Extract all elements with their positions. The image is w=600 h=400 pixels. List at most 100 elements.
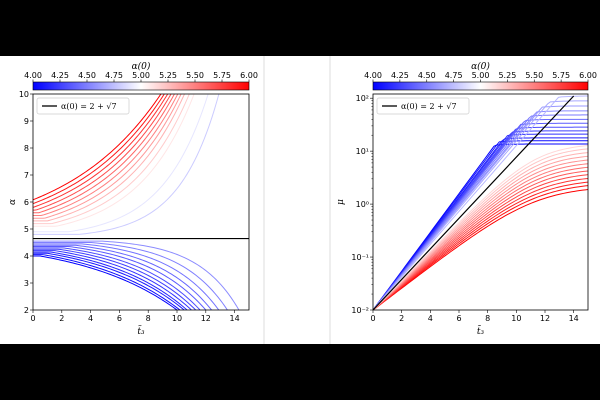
x-tick-label: 8: [146, 314, 151, 323]
series-line-upper: [33, 94, 195, 227]
series-line-lower: [33, 244, 212, 310]
x-tick-label: 2: [399, 314, 404, 323]
series-line-lower: [33, 250, 192, 310]
x-tick-label: 12: [201, 314, 211, 323]
x-tick-label: 6: [456, 314, 461, 323]
x-tick-label: 6: [117, 314, 122, 323]
series-line-lower: [33, 251, 188, 310]
series-line-red: [373, 145, 588, 310]
colorbar-tick-label: 5.75: [213, 71, 231, 80]
y-tick-label: 5: [24, 225, 29, 234]
legend-box: [376, 97, 470, 115]
colorbar: [32, 81, 250, 91]
y-tick-label: 8: [24, 144, 29, 153]
y-tick-label: 9: [24, 117, 29, 126]
series-line-red: [373, 148, 588, 310]
series-line-red: [373, 185, 588, 310]
series-line-red: [373, 174, 588, 310]
series-line-upper: [33, 94, 172, 211]
series-line-lower: [33, 252, 185, 310]
colorbar-tick-label: 5.50: [525, 71, 543, 80]
right-chart: α(0) 4.00 4.25 4.50 4.75 5.00 5.25 5.50 5.75 6.00…: [336, 61, 597, 337]
y-tick-label: 3: [24, 279, 29, 288]
colorbar-tick-label: 5.25: [498, 71, 516, 80]
series-line-upper: [33, 94, 186, 222]
series-group: [373, 95, 588, 310]
series-line-upper: [33, 94, 201, 230]
colorbar-label: α(0): [132, 61, 151, 72]
series-line-lower: [33, 240, 240, 310]
y-tick-label: 10: [19, 90, 29, 99]
colorbar-tick-label: 6.00: [240, 71, 258, 80]
series-line-lower: [33, 246, 207, 310]
y-tick-label: 10¹: [356, 147, 369, 156]
y-axis-label: α: [8, 199, 18, 205]
x-tick-label: 0: [30, 314, 35, 323]
x-axis-label: t̃₃: [477, 324, 485, 337]
series-line-upper: [33, 94, 182, 219]
series-line-red: [373, 189, 588, 310]
x-tick-label: 10: [172, 314, 182, 323]
x-axis-label: t̃₃: [137, 324, 145, 337]
series-line-blue: [373, 100, 588, 310]
colorbar-tick-label: 4.00: [24, 71, 42, 80]
y-tick-label: 4: [24, 252, 29, 261]
colorbar-tick-label: 5.75: [552, 71, 570, 80]
y-tick-label: 6: [24, 198, 29, 207]
legend-label: α(0) = 2 + √7: [401, 102, 457, 111]
colorbar-tick-label: 4.25: [391, 71, 409, 80]
series-line-red: [373, 155, 588, 310]
x-tick-label: 12: [540, 314, 550, 323]
series-line-upper: [33, 94, 209, 233]
series-line-red: [373, 163, 588, 310]
legend-label: α(0) = 2 + √7: [61, 102, 117, 111]
y-tick-label: 10⁻¹: [351, 253, 369, 262]
x-tick-label: 2: [59, 314, 64, 323]
colorbar-tick-label: 5.25: [159, 71, 177, 80]
left-chart: α(0) 4.00 4.25 4.50 4.75 5.00 5.25 5.50 5.75 6.00…: [8, 61, 258, 337]
y-tick-label: 7: [24, 171, 29, 180]
colorbar-tick-label: 4.25: [51, 71, 69, 80]
series-line-red: [373, 166, 588, 310]
figure: α(0) 4.00 4.25 4.50 4.75 5.00 5.25 5.50 5.75 6.00…: [8, 56, 597, 344]
series-line-lower: [33, 243, 220, 310]
reference-line: [373, 95, 575, 310]
series-line-upper: [33, 94, 179, 216]
y-tick-label: 2: [24, 306, 29, 315]
figure-canvas: α(0) 4.00 4.25 4.50 4.75 5.00 5.25 5.50 5.75 6.00…: [0, 56, 600, 344]
x-tick-label: 4: [428, 314, 433, 323]
x-tick-label: 14: [230, 314, 240, 323]
series-line-red: [373, 152, 588, 310]
colorbar-label: α(0): [471, 61, 490, 72]
x-tick-label: 8: [485, 314, 490, 323]
colorbar: [372, 81, 589, 91]
series-line-upper: [33, 94, 220, 235]
series-line-red: [373, 159, 588, 310]
legend-box: [36, 97, 130, 115]
series-line-upper: [33, 94, 175, 214]
x-tick-label: 4: [88, 314, 93, 323]
y-axis-label: μ: [336, 199, 346, 205]
y-tick-label: 10⁰: [356, 200, 369, 209]
y-tick-label: 10²: [356, 94, 369, 103]
series-line-upper: [33, 94, 190, 225]
series-line-lower: [33, 247, 201, 310]
colorbar-tick-label: 5.00: [132, 71, 150, 80]
series-line-blue: [373, 95, 588, 310]
colorbar-tick-label: 6.00: [579, 71, 597, 80]
colorbar-tick-label: 4.50: [418, 71, 436, 80]
x-tick-label: 0: [370, 314, 375, 323]
series-line-lower: [33, 255, 178, 310]
series-line-red: [373, 170, 588, 310]
series-line-red: [373, 177, 588, 310]
series-line-lower: [33, 254, 181, 310]
series-line-red: [373, 181, 588, 310]
colorbar-tick-label: 4.50: [78, 71, 96, 80]
x-tick-label: 14: [569, 314, 579, 323]
x-tick-label: 10: [511, 314, 521, 323]
series-line-upper: [33, 94, 165, 205]
series-line-upper: [33, 94, 169, 208]
series-line-upper: [33, 94, 162, 201]
y-tick-label: 10⁻²: [351, 306, 369, 315]
colorbar-tick-label: 4.75: [105, 71, 123, 80]
